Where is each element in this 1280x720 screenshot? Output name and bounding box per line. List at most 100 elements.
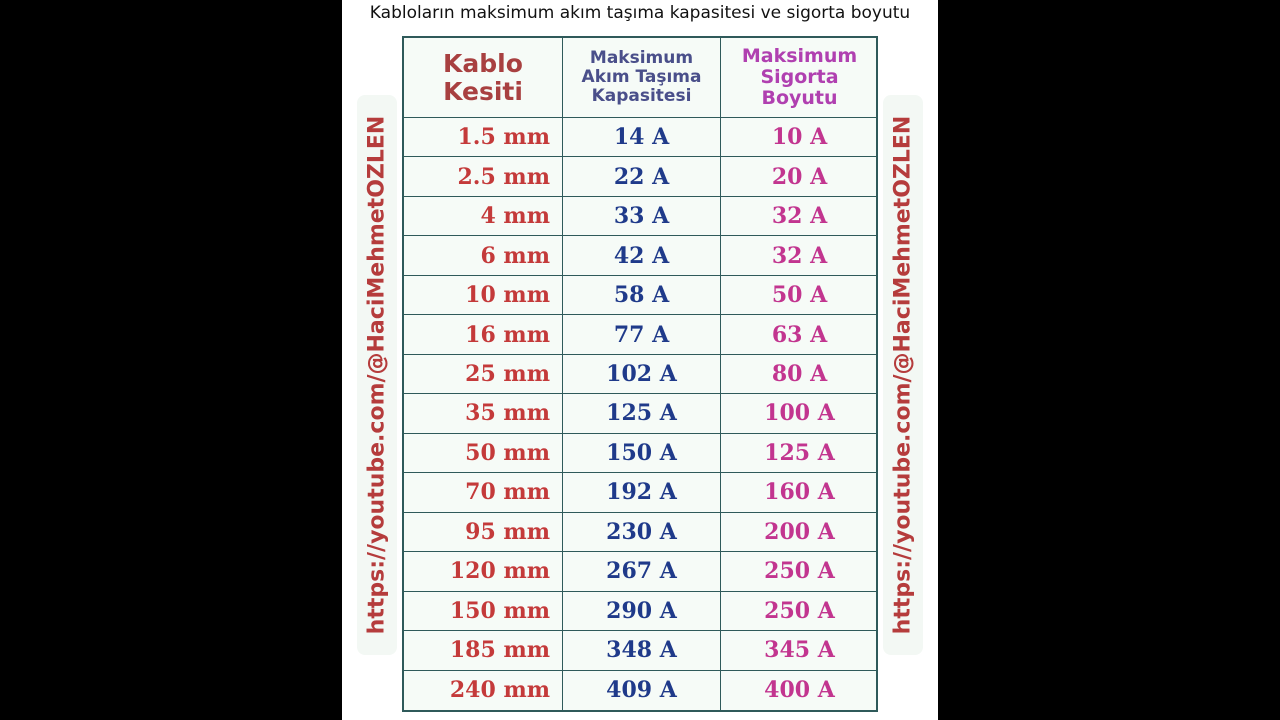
cell-text: 6 mm [480,242,550,269]
cell-text: 125 A [606,400,677,427]
table-cell: 2.5 mm [404,157,563,197]
table-cell: 6 mm [404,236,563,276]
header-cell: Maksimum Sigorta Boyutu [721,38,878,118]
table-cell: 70 mm [404,473,563,513]
table-cell: 35 mm [404,394,563,434]
table-cell: 58 A [563,275,721,316]
cell-text: 58 A [613,282,670,309]
cell-text: 42 A [613,242,670,269]
header-cell: Maksimum Akım Taşıma Kapasitesi [563,38,721,118]
cell-text: 16 mm [465,321,550,348]
table-cell: 185 mm [404,631,563,671]
cell-text: 22 A [613,163,670,190]
cell-text: 4 mm [480,203,550,230]
header-text: Sigorta [760,65,839,88]
cell-text: 32 A [771,203,828,230]
header-text: Akım Taşıma [581,66,702,87]
table-cell: 63 A [721,315,878,355]
cell-text: 125 A [764,439,835,466]
table-cell: 267 A [563,552,721,592]
cell-text: 25 mm [465,361,550,388]
table-cell: 230 A [563,512,721,553]
cell-text: 409 A [606,677,677,704]
table-cell: 290 A [563,591,721,632]
watermark: https://youtube.com/@HaciMehmetOZLEN [364,115,390,635]
table-cell: 345 A [721,631,878,671]
table-cell: 50 mm [404,433,563,474]
cell-text: 150 A [606,439,677,466]
cell-text: 63 A [771,321,828,348]
header-text: Kablo [443,48,523,78]
cell-text: 250 A [764,597,835,624]
table-cell: 95 mm [404,512,563,553]
table-cell: 50 A [721,276,878,316]
watermark-box: https://youtube.com/@HaciMehmetOZLEN [883,95,923,655]
table-cell: 14 A [563,118,721,158]
cell-text: 345 A [764,637,835,664]
cell-text: 32 A [771,242,828,269]
cell-text: 250 A [764,558,835,585]
header-text: Kesiti [443,76,523,106]
cell-text: 192 A [606,479,677,506]
table-cell: 150 A [563,433,721,474]
table-cell: 125 A [563,394,721,434]
table-cell: 250 A [721,552,878,592]
table-cell: 240 mm [404,670,563,710]
cell-text: 35 mm [465,400,550,427]
header-text: Kapasitesi [591,86,692,107]
table-cell: 1.5 mm [404,118,563,158]
table-cell: 33 A [563,196,721,237]
cell-text: 150 mm [449,597,550,624]
table-cell: 25 mm [404,354,563,395]
table-cell: 42 A [563,236,721,276]
table-cell: 77 A [563,315,721,355]
cell-text: 10 mm [465,282,550,309]
cell-text: 400 A [764,677,835,704]
cell-text: 50 mm [465,439,550,466]
table-cell: 160 A [721,473,878,513]
cell-text: 50 A [771,282,828,309]
cell-text: 77 A [613,321,670,348]
table-cell: 409 A [563,670,721,710]
cell-text: 80 A [771,361,828,388]
table-cell: 20 A [721,157,878,197]
cell-text: 20 A [771,163,828,190]
table-cell: 22 A [563,157,721,197]
table-cell: 100 A [721,394,878,434]
cell-text: 160 A [764,479,835,506]
table: Kablo Kesiti Maksimum Akım Taşıma Kapasitesi… [402,36,878,712]
cell-text: 185 mm [449,637,550,664]
table-cell: 16 mm [404,315,563,355]
cell-text: 230 A [606,518,677,545]
table-cell: 10 A [721,118,878,158]
cell-text: 14 A [613,124,670,151]
table-cell: 102 A [563,354,721,395]
cell-text: 2.5 mm [457,163,551,190]
cell-text: 348 A [606,637,677,664]
table-cell: 150 mm [404,591,563,632]
cell-text: 120 mm [449,558,550,585]
cell-text: 95 mm [465,518,550,545]
header-text: Maksimum [741,44,858,67]
watermark: https://youtube.com/@HaciMehmetOZLEN [890,115,916,635]
table-cell: 4 mm [404,196,563,237]
title: Kabloların maksimum akım taşıma kapasite… [369,3,911,23]
cell-text: 240 mm [449,677,550,704]
table-cell: 32 A [721,197,878,237]
table-cell: 348 A [563,631,721,671]
cell-text: 100 A [764,400,835,427]
cell-text: 1.5 mm [457,124,551,151]
header-text: Boyutu [761,87,838,110]
header-cell: Kablo Kesiti [404,38,563,118]
cell-text: 290 A [606,597,677,624]
table-cell: 200 A [721,513,878,553]
table-cell: 32 A [721,236,878,276]
table-cell: 400 A [721,671,878,710]
cell-text: 10 A [771,124,828,151]
table-cell: 120 mm [404,552,563,592]
cell-text: 200 A [764,518,835,545]
watermark-box: https://youtube.com/@HaciMehmetOZLEN [357,95,397,655]
cell-text: 102 A [606,361,677,388]
table-cell: 125 A [721,434,878,474]
